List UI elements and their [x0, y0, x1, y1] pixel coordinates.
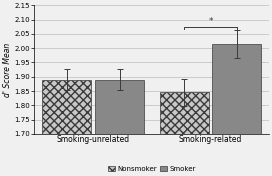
Y-axis label: d' Score Mean: d' Score Mean: [3, 42, 12, 97]
Bar: [160, 92, 209, 134]
Bar: [95, 80, 144, 134]
Bar: [212, 44, 261, 134]
Legend: Nonsmoker, Smoker: Nonsmoker, Smoker: [108, 166, 196, 172]
Bar: [42, 80, 91, 134]
Text: *: *: [208, 17, 213, 26]
